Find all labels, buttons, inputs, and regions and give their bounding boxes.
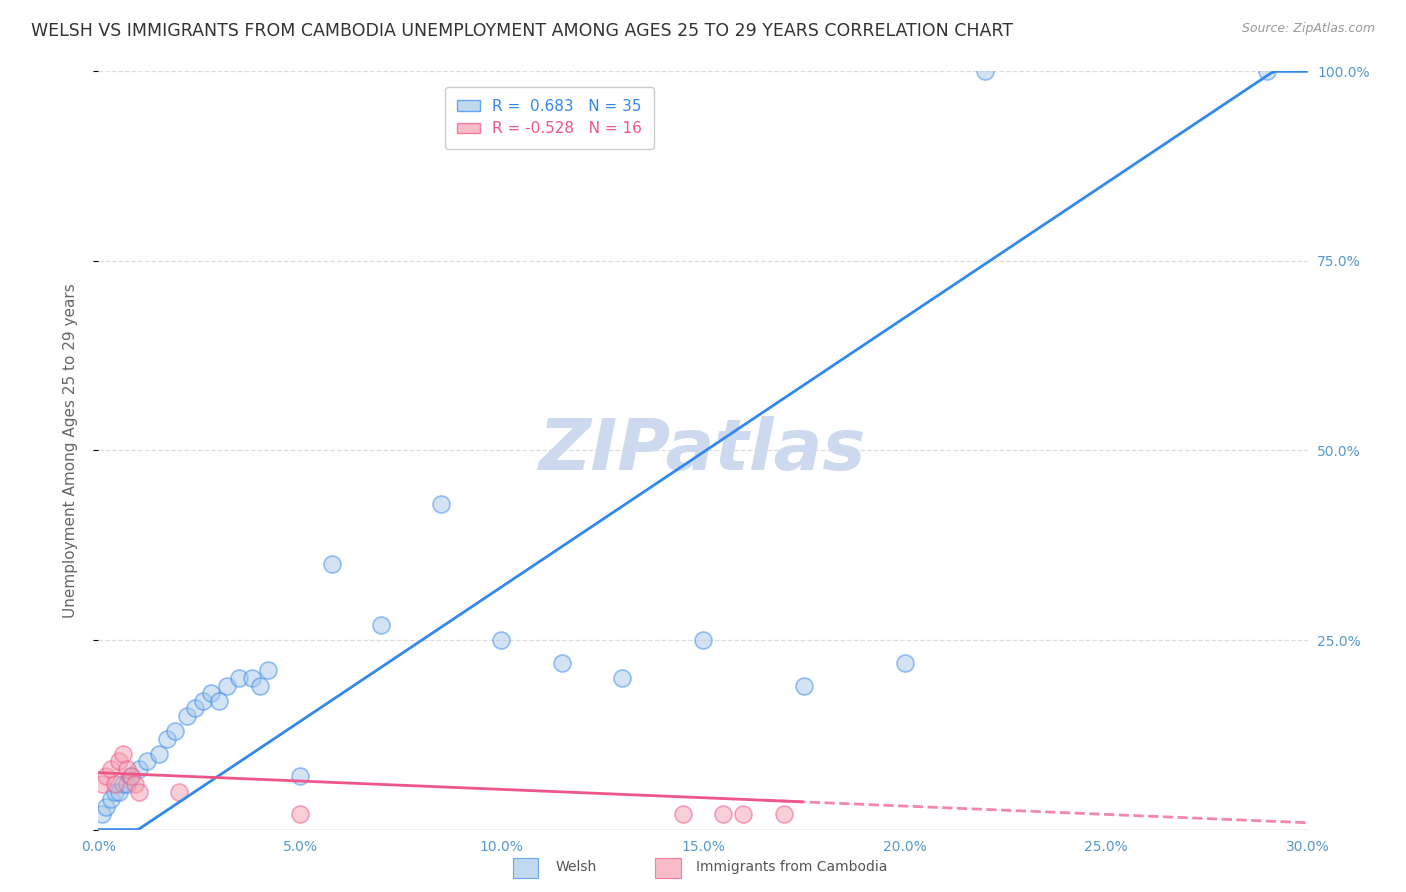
Point — [156, 731, 179, 746]
Point — [249, 678, 271, 692]
Point — [711, 807, 734, 822]
Point — [111, 747, 134, 761]
Point — [100, 792, 122, 806]
Point — [176, 708, 198, 723]
Text: Immigrants from Cambodia: Immigrants from Cambodia — [696, 860, 887, 874]
Point — [115, 762, 138, 776]
Point — [288, 769, 311, 784]
Point — [1256, 64, 1278, 78]
Point — [107, 785, 129, 799]
Point — [91, 777, 114, 791]
Point — [103, 785, 125, 799]
Point — [208, 694, 231, 708]
Point — [240, 671, 263, 685]
Point — [672, 807, 695, 822]
Point — [430, 496, 453, 510]
Point — [793, 678, 815, 692]
Point — [91, 807, 114, 822]
Point — [370, 617, 392, 632]
Point — [692, 633, 714, 648]
Text: WELSH VS IMMIGRANTS FROM CAMBODIA UNEMPLOYMENT AMONG AGES 25 TO 29 YEARS CORRELA: WELSH VS IMMIGRANTS FROM CAMBODIA UNEMPL… — [31, 22, 1012, 40]
Point — [128, 785, 150, 799]
Point — [974, 64, 997, 78]
Point — [124, 777, 146, 791]
Point — [551, 656, 574, 670]
Point — [772, 807, 794, 822]
Point — [128, 762, 150, 776]
Legend: R =  0.683   N = 35, R = -0.528   N = 16: R = 0.683 N = 35, R = -0.528 N = 16 — [444, 87, 654, 149]
Point — [148, 747, 170, 761]
Point — [163, 724, 186, 739]
Point — [100, 762, 122, 776]
Point — [491, 633, 513, 648]
Point — [111, 777, 134, 791]
Point — [256, 664, 278, 678]
Text: Source: ZipAtlas.com: Source: ZipAtlas.com — [1241, 22, 1375, 36]
Text: ZIPatlas: ZIPatlas — [540, 416, 866, 485]
Point — [217, 678, 239, 692]
Point — [120, 769, 142, 784]
Point — [135, 755, 157, 769]
Text: Welsh: Welsh — [555, 860, 596, 874]
Point — [288, 807, 311, 822]
Point — [200, 686, 222, 700]
Point — [103, 777, 125, 791]
Point — [612, 671, 634, 685]
Point — [115, 777, 138, 791]
Point — [228, 671, 250, 685]
Point — [321, 557, 343, 572]
Point — [184, 701, 207, 715]
Point — [96, 800, 118, 814]
Point — [193, 694, 215, 708]
Point — [733, 807, 755, 822]
Point — [120, 769, 142, 784]
Point — [96, 769, 118, 784]
Point — [167, 785, 190, 799]
Point — [893, 656, 915, 670]
Y-axis label: Unemployment Among Ages 25 to 29 years: Unemployment Among Ages 25 to 29 years — [63, 283, 77, 618]
Point — [107, 755, 129, 769]
